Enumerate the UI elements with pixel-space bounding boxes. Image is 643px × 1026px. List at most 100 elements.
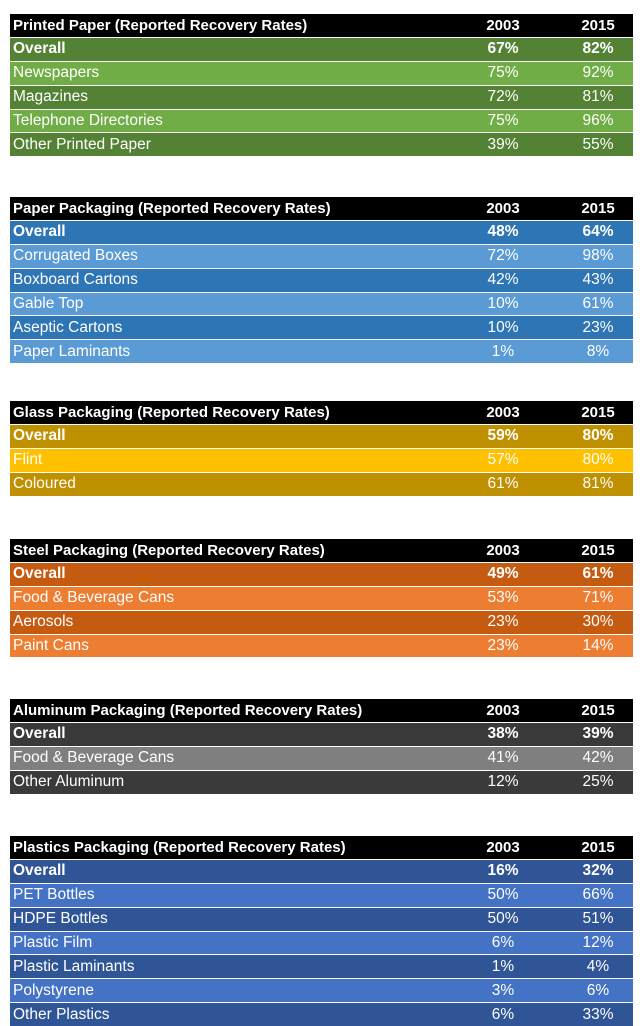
row-label: Overall (13, 223, 66, 241)
table-row: Paint Cans 23% 14% (10, 634, 633, 658)
value-2003: 38% (487, 725, 519, 743)
table-row: Paper Laminants 1% 8% (10, 340, 633, 364)
table-title: Printed Paper (Reported Recovery Rates) (13, 16, 308, 34)
row-label: Overall (13, 565, 66, 583)
row-label: Aseptic Cartons (13, 318, 123, 336)
table-header: Printed Paper (Reported Recovery Rates) 2… (10, 14, 633, 37)
value-2003: 67% (487, 40, 519, 58)
value-2015: 55% (582, 135, 614, 153)
row-label: Paper Laminants (13, 342, 131, 360)
row-label: Flint (13, 451, 43, 469)
table-title: Aluminum Packaging (Reported Recovery Ra… (13, 701, 363, 719)
value-2015: 96% (582, 112, 614, 129)
row-label: Aerosols (13, 613, 74, 631)
value-2003: 50% (487, 910, 519, 928)
table-2: Glass Packaging (Reported Recovery Rates… (10, 401, 633, 496)
column-header: 2003 (486, 199, 520, 217)
value-2015: 33% (582, 1005, 614, 1023)
value-2015: 32% (582, 862, 614, 880)
value-2003: 53% (487, 589, 519, 607)
table-header: Paper Packaging (Reported Recovery Rates… (10, 197, 633, 220)
value-2015: 23% (582, 318, 614, 336)
row-label: Gable Top (13, 295, 84, 312)
value-2015: 39% (582, 725, 614, 743)
column-header: 2015 (581, 16, 615, 34)
value-2003: 75% (487, 64, 519, 82)
table-row: Food & Beverage Cans 53% 71% (10, 586, 633, 610)
value-2003: 72% (487, 88, 519, 106)
row-label: Food & Beverage Cans (13, 749, 175, 767)
table-row: Overall 49% 61% (10, 562, 633, 586)
value-2015: 92% (582, 64, 614, 82)
table-row: Plastic Film 6% 12% (10, 931, 633, 955)
value-2003: 6% (491, 1005, 515, 1023)
row-label: Overall (13, 40, 66, 58)
table-0: Printed Paper (Reported Recovery Rates) 2… (10, 14, 633, 157)
value-2015: 80% (582, 427, 614, 445)
table-row: Aseptic Cartons 10% 23% (10, 316, 633, 340)
table-row: Overall 38% 39% (10, 722, 633, 746)
table-title: Glass Packaging (Reported Recovery Rates… (13, 403, 330, 421)
row-label: Magazines (13, 88, 88, 106)
value-2015: 42% (582, 749, 614, 767)
value-2015: 6% (586, 981, 610, 999)
value-2015: 25% (582, 773, 614, 791)
column-header: 2003 (486, 403, 520, 421)
table-row: Corrugated Boxes 72% 98% (10, 244, 633, 268)
table-header: Glass Packaging (Reported Recovery Rates… (10, 401, 633, 424)
value-2015: 82% (582, 40, 614, 58)
table-row: Overall 59% 80% (10, 424, 633, 448)
table-row: Food & Beverage Cans 41% 42% (10, 746, 633, 770)
row-label: Paint Cans (13, 637, 89, 654)
column-header: 2015 (581, 541, 615, 559)
value-2003: 12% (487, 773, 519, 791)
table-row: Flint 57% 80% (10, 448, 633, 472)
table-row: Plastic Laminants 1% 4% (10, 955, 633, 979)
table-row: Aerosols 23% 30% (10, 610, 633, 634)
value-2003: 10% (487, 295, 519, 312)
row-label: Overall (13, 725, 66, 743)
table-1: Paper Packaging (Reported Recovery Rates… (10, 197, 633, 364)
table-row: Gable Top 10% 61% (10, 292, 633, 316)
table-4: Aluminum Packaging (Reported Recovery Ra… (10, 699, 633, 794)
value-2015: 71% (582, 589, 614, 607)
value-2015: 14% (582, 637, 614, 654)
value-2003: 42% (487, 271, 519, 289)
table-row: Newspapers 75% 92% (10, 61, 633, 85)
table-row: Other Aluminum 12% 25% (10, 770, 633, 794)
table-title: Steel Packaging (Reported Recovery Rates… (13, 541, 325, 559)
table-row: Other Plastics 6% 33% (10, 1003, 633, 1026)
row-label: Polystyrene (13, 981, 94, 999)
table-row: Overall 16% 32% (10, 859, 633, 883)
row-label: Plastic Laminants (13, 957, 135, 975)
value-2003: 75% (487, 112, 519, 129)
value-2003: 23% (487, 637, 519, 654)
column-header: 2015 (581, 403, 615, 421)
table-row: Magazines 72% 81% (10, 85, 633, 109)
value-2015: 64% (582, 223, 614, 241)
column-header: 2003 (486, 701, 520, 719)
table-row: HDPE Bottles 50% 51% (10, 907, 633, 931)
table-row: Telephone Directories 75% 96% (10, 109, 633, 133)
table-row: Overall 67% 82% (10, 37, 633, 61)
column-header: 2015 (581, 701, 615, 719)
table-header: Plastics Packaging (Reported Recovery Ra… (10, 836, 633, 859)
row-label: Food & Beverage Cans (13, 589, 175, 607)
row-label: Telephone Directories (13, 112, 163, 129)
value-2003: 72% (487, 247, 519, 265)
row-label: Boxboard Cartons (13, 271, 138, 289)
value-2015: 81% (582, 475, 614, 493)
column-header: 2015 (581, 838, 615, 856)
value-2003: 23% (487, 613, 519, 631)
table-row: Other Printed Paper 39% 55% (10, 133, 633, 157)
value-2015: 51% (582, 910, 614, 928)
column-header: 2003 (486, 16, 520, 34)
table-title: Paper Packaging (Reported Recovery Rates… (13, 199, 331, 217)
table-header: Aluminum Packaging (Reported Recovery Ra… (10, 699, 633, 722)
value-2003: 6% (491, 934, 515, 951)
row-label: Other Aluminum (13, 773, 125, 791)
value-2015: 66% (582, 886, 614, 904)
value-2015: 12% (582, 934, 614, 951)
row-label: Overall (13, 862, 66, 880)
value-2003: 49% (487, 565, 519, 583)
